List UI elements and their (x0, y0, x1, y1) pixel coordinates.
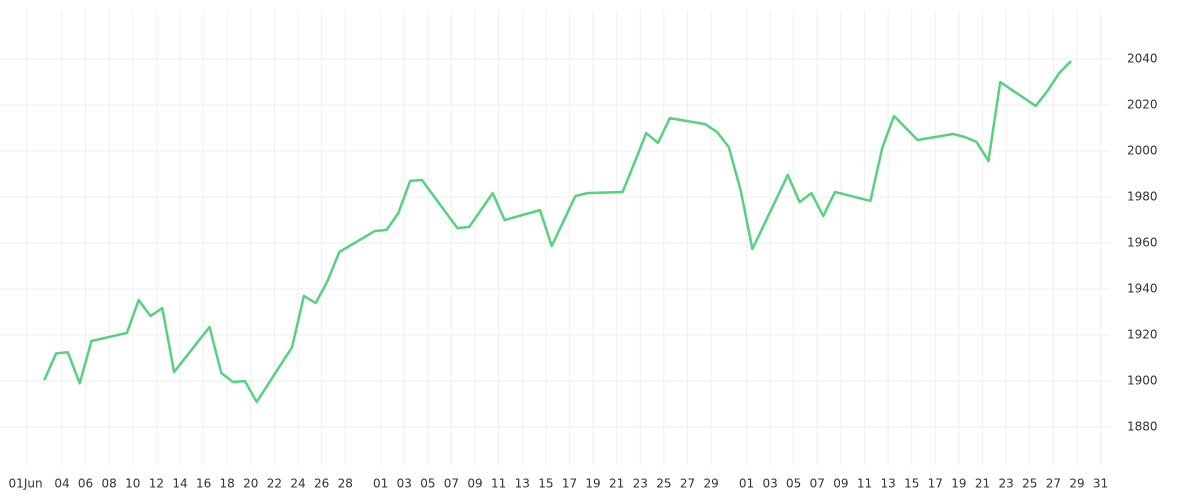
y-tick-label: 2040 (1127, 51, 1158, 65)
x-tick-label: 03 (762, 477, 777, 491)
price-line (43, 60, 1072, 404)
x-tick-label: 13 (515, 477, 530, 491)
x-tick-label: 19 (951, 477, 966, 491)
x-tick-label: 17 (928, 477, 943, 491)
y-tick-label: 1980 (1127, 190, 1158, 204)
x-tick-label: 08 (102, 477, 117, 491)
x-tick-label: 19 (585, 477, 600, 491)
x-tick-label: 11 (857, 477, 872, 491)
x-tick-label: 13 (880, 477, 895, 491)
x-tick-label: 31 (1093, 477, 1108, 491)
x-tick-label: 20 (243, 477, 258, 491)
x-tick-label: 01Jun (9, 477, 43, 491)
x-tick-label: 22 (267, 477, 282, 491)
x-tick-label: 12 (149, 477, 164, 491)
x-tick-label: 01 (739, 477, 754, 491)
y-tick-label: 1880 (1127, 420, 1158, 434)
x-tick-label: 24 (290, 477, 305, 491)
x-tick-label: 21 (975, 477, 990, 491)
y-tick-label: 1920 (1127, 328, 1158, 342)
x-tick-label: 07 (810, 477, 825, 491)
x-tick-label: 11 (491, 477, 506, 491)
x-tick-label: 04 (54, 477, 69, 491)
x-tick-label: 27 (1046, 477, 1061, 491)
x-tick-label: 25 (656, 477, 671, 491)
x-tick-label: 07 (444, 477, 459, 491)
x-tick-label: 18 (220, 477, 235, 491)
x-tick-label: 09 (467, 477, 482, 491)
x-tick-label: 05 (786, 477, 801, 491)
x-tick-label: 17 (562, 477, 577, 491)
x-tick-label: 10 (125, 477, 140, 491)
x-tick-label: 28 (338, 477, 353, 491)
x-tick-label: 21 (609, 477, 624, 491)
y-tick-label: 2000 (1127, 144, 1158, 158)
x-tick-label: 23 (633, 477, 648, 491)
x-tick-label: 14 (172, 477, 187, 491)
x-tick-label: 25 (1022, 477, 1037, 491)
x-tick-label: 03 (397, 477, 412, 491)
x-tick-label: 15 (538, 477, 553, 491)
x-tick-label: 06 (78, 477, 93, 491)
x-tick-label: 29 (703, 477, 718, 491)
y-tick-label: 1960 (1127, 236, 1158, 250)
y-tick-label: 1900 (1127, 374, 1158, 388)
x-tick-label: 23 (998, 477, 1013, 491)
x-tick-label: 26 (314, 477, 329, 491)
x-tick-label: 16 (196, 477, 211, 491)
x-tick-label: 15 (904, 477, 919, 491)
x-tick-label: 29 (1069, 477, 1084, 491)
y-tick-label: 2020 (1127, 98, 1158, 112)
x-tick-label: 27 (680, 477, 695, 491)
x-tick-label: 09 (833, 477, 848, 491)
x-tick-label: 01 (373, 477, 388, 491)
x-tick-label: 05 (420, 477, 435, 491)
y-tick-label: 1940 (1127, 282, 1158, 296)
